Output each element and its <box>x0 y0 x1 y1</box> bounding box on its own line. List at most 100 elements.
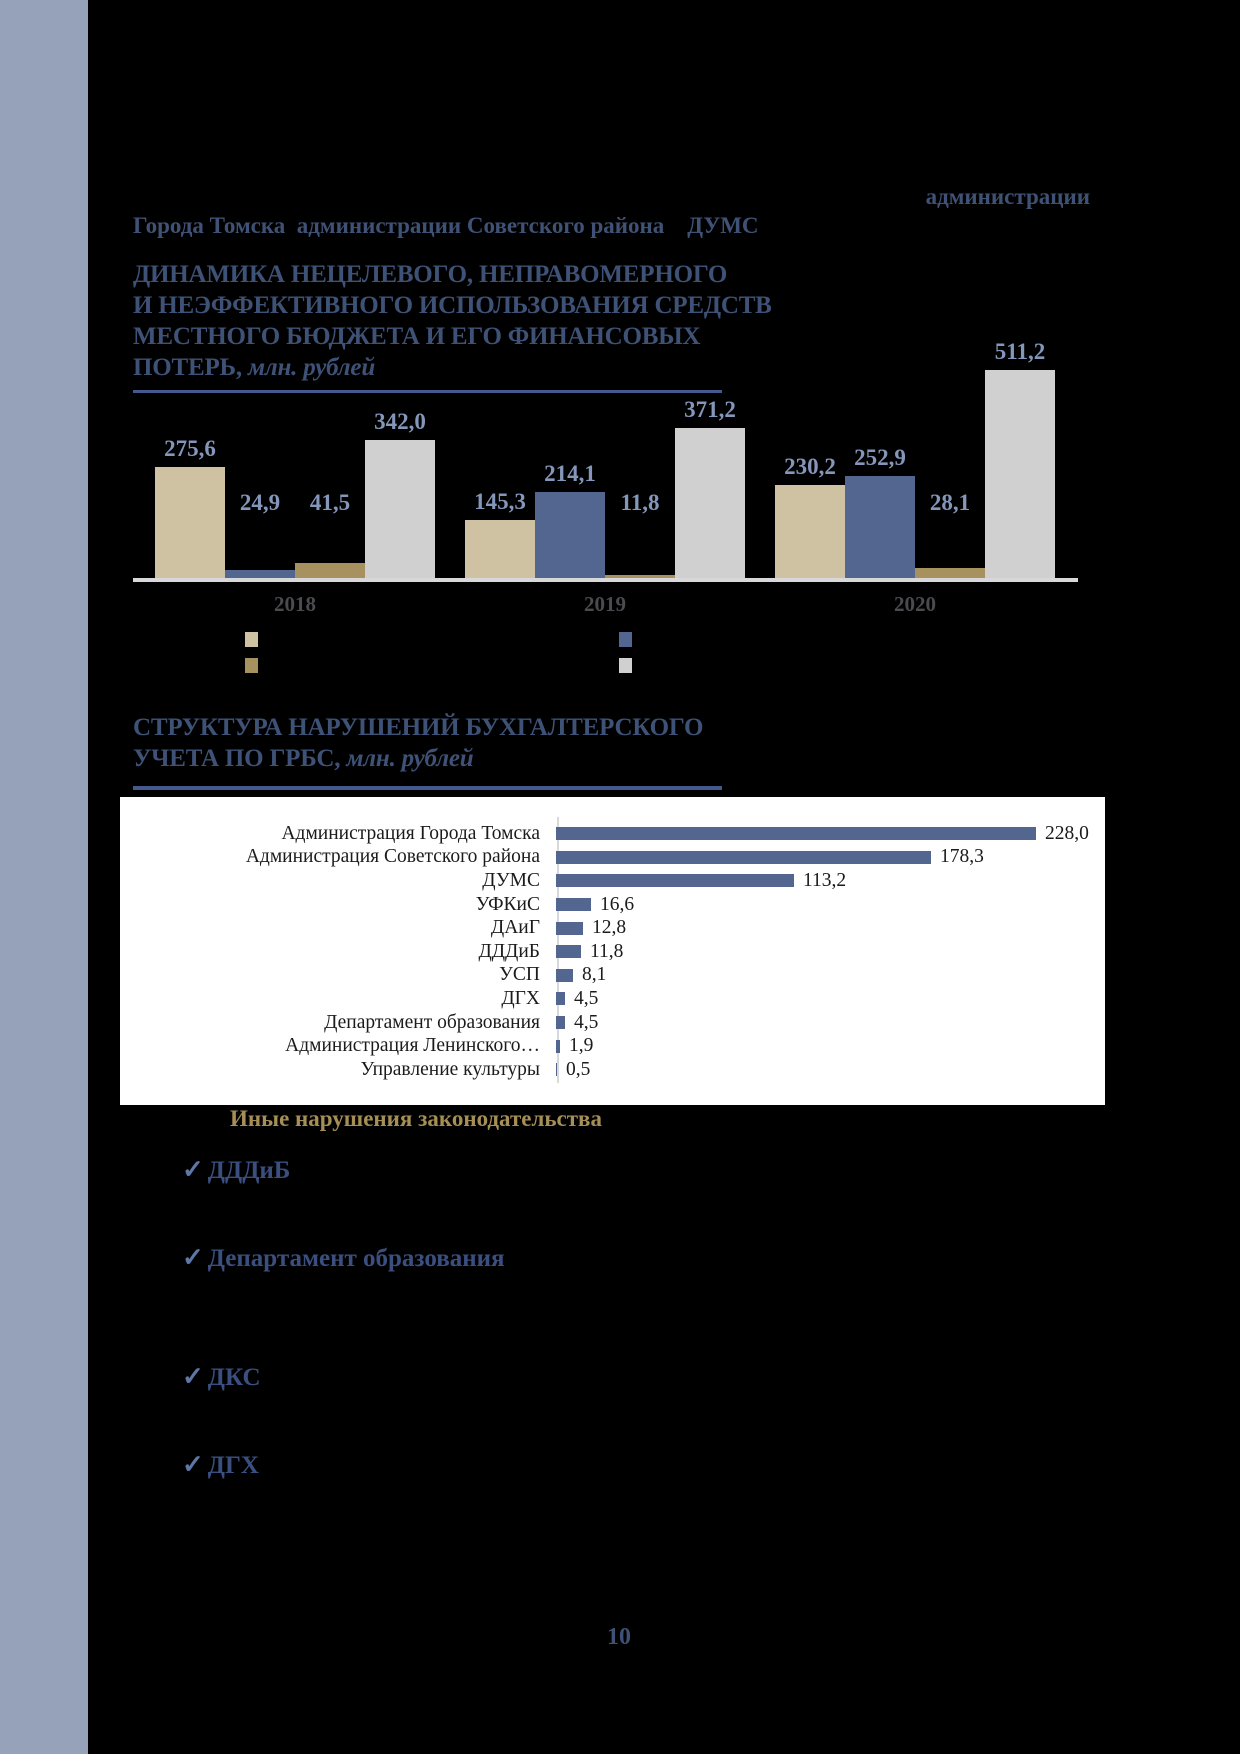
chart1-bar-value-label: 24,9 <box>239 490 281 515</box>
hbar-value-label: 16,6 <box>600 893 635 915</box>
chart2-title: СТРУКТУРА НАРУШЕНИЙ БУХГАЛТЕРСКОГО УЧЕТА… <box>133 712 703 774</box>
checkmark-icon: ✓ <box>182 1155 204 1184</box>
hbar-bar <box>556 827 1036 841</box>
checkmark-icon: ✓ <box>182 1362 204 1391</box>
hbar-category-label: ДУМС <box>482 869 540 891</box>
chart1-title: ДИНАМИКА НЕЦЕЛЕВОГО, НЕПРАВОМЕРНОГО И НЕ… <box>133 259 772 383</box>
chart1-year-label: 2018 <box>274 592 316 616</box>
hbar-category-label: Администрация Города Томска <box>281 822 540 844</box>
hbar-bar <box>556 921 583 935</box>
chart1-bar-value-label: 371,2 <box>684 397 736 422</box>
chart1-bar <box>465 520 535 580</box>
hbar-zone: 8,1 <box>556 964 1105 986</box>
hbar-zone: 11,8 <box>556 941 1105 963</box>
checklist-item-label: ДГХ <box>207 1452 259 1479</box>
chart1-bar-value-label: 41,5 <box>309 490 351 515</box>
hbar-category-label: Департамент образования <box>324 1011 540 1033</box>
left-margin-strip <box>0 0 88 1754</box>
hbar-bar <box>556 850 931 864</box>
chart1-legend-swatch <box>245 632 258 647</box>
checklist-item: ✓ ДКС <box>182 1362 261 1392</box>
chart1-bar <box>295 563 365 580</box>
hbar-value-label: 4,5 <box>574 987 599 1009</box>
horizontal-bar-chart: Администрация Города Томска 228,0 Админист… <box>120 797 1105 1105</box>
hbar-bar <box>556 1039 560 1053</box>
hbar-bar <box>556 1063 557 1077</box>
hbar-zone: 4,5 <box>556 1012 1105 1034</box>
hbar-row: ДДДиБ 11,8 <box>120 940 1105 964</box>
page-number: 10 <box>607 1624 631 1650</box>
chart1-year-label: 2020 <box>894 592 936 616</box>
hbar-row: Департамент образования 4,5 <box>120 1011 1105 1035</box>
chart1-bar <box>535 492 605 580</box>
hbar-value-label: 12,8 <box>592 917 627 939</box>
hbar-value-label: 0,5 <box>566 1058 591 1080</box>
chart1-legend-swatch <box>245 658 258 673</box>
chart1-title-line4: ПОТЕРЬ, млн. рублей <box>133 354 376 381</box>
hbar-value-label: 8,1 <box>582 964 607 986</box>
hbar-row: ДУМС 113,2 <box>120 869 1105 893</box>
chart1-bar-value-label: 511,2 <box>994 339 1046 364</box>
chart1-barwrap: 511,2 <box>985 339 1055 580</box>
chart1-legend-swatch <box>619 632 632 647</box>
hbar-row: ДГХ 4,5 <box>120 987 1105 1011</box>
hbar-bar <box>556 992 565 1006</box>
hbar-zone: 178,3 <box>556 846 1105 868</box>
hbar-row: Управление культуры 0,5 <box>120 1058 1105 1082</box>
hbar-category-label: УСП <box>499 964 540 986</box>
hbar-category-label: Администрация Советского района <box>245 846 540 868</box>
hbar-zone: 1,9 <box>556 1035 1105 1057</box>
chart1-bar-value-label: 28,1 <box>929 490 971 515</box>
hbar-value-label: 113,2 <box>803 869 847 891</box>
chart1-barwrap: 275,6 <box>155 344 225 580</box>
hbar-bar <box>556 945 581 959</box>
chart1-barwrap: 145,3 <box>465 344 535 580</box>
chart1-bar <box>915 568 985 580</box>
chart1-bar <box>155 467 225 580</box>
chart1-bar-value-label: 145,3 <box>474 489 526 514</box>
intro-text-fragment-right: администрации <box>925 184 1090 209</box>
chart1-year-label: 2019 <box>584 592 626 616</box>
chart1-bar <box>775 485 845 580</box>
hbar-zone: 113,2 <box>556 870 1105 892</box>
chart1-title-underline <box>133 390 722 393</box>
hbar-row: Администрация Советского района 178,3 <box>120 846 1105 870</box>
hbar-category-label: Администрация Ленинского… <box>285 1035 540 1057</box>
hbar-zone: 228,0 <box>556 823 1105 845</box>
chart1-bar <box>605 575 675 580</box>
hbar-value-label: 228,0 <box>1045 822 1089 844</box>
chart1-year-labels: 2018 2019 2020 <box>133 592 1100 617</box>
chart1-barwrap: 230,2 <box>775 344 845 580</box>
chart1-bar <box>845 476 915 580</box>
hbar-value-label: 1,9 <box>569 1035 594 1057</box>
hbar-zone: 16,6 <box>556 894 1105 916</box>
chart1-title-unit: млн. рублей <box>241 354 376 381</box>
checklist-item: ✓ ДДДиБ <box>182 1155 290 1185</box>
chart1-bar <box>225 570 295 580</box>
chart1-legend <box>133 632 1078 678</box>
checkmark-icon: ✓ <box>182 1243 204 1272</box>
checkmark-icon: ✓ <box>182 1450 204 1479</box>
checklist-item: ✓ Департамент образования <box>182 1243 505 1273</box>
chart1-title-line3: МЕСТНОГО БЮДЖЕТА И ЕГО ФИНАНСОВЫХ <box>133 323 701 350</box>
chart1-barwrap: 371,2 <box>675 344 745 580</box>
intro-text-fragment: Города Томска администрации Советского р… <box>133 213 759 238</box>
chart2-title-unit: млн. рублей <box>340 745 474 772</box>
chart2-title-line2: УЧЕТА ПО ГРБС, млн. рублей <box>133 745 474 772</box>
chart1-title-line1: ДИНАМИКА НЕЦЕЛЕВОГО, НЕПРАВОМЕРНОГО <box>133 261 728 288</box>
chart1-legend-swatch <box>619 658 632 673</box>
hbar-category-label: ДАиГ <box>490 917 540 939</box>
chart1-bar-value-label: 11,8 <box>620 490 660 515</box>
chart2-title-line1: СТРУКТУРА НАРУШЕНИЙ БУХГАЛТЕРСКОГО <box>133 714 704 741</box>
hbar-row: УСП 8,1 <box>120 964 1105 988</box>
chart2-title-underline <box>133 786 722 790</box>
chart1-bar-value-label: 214,1 <box>544 461 596 486</box>
hbar-category-label: Управление культуры <box>360 1058 540 1080</box>
hbar-zone: 4,5 <box>556 988 1105 1010</box>
chart1-barwrap: 41,5 <box>295 344 365 580</box>
hbar-value-label: 4,5 <box>574 1011 599 1033</box>
chart1-group-2019: 145,3 214,1 11,8 371,2 <box>465 344 745 580</box>
chart1-bar-value-label: 230,2 <box>784 454 836 479</box>
chart1-bar-value-label: 252,9 <box>854 445 906 470</box>
